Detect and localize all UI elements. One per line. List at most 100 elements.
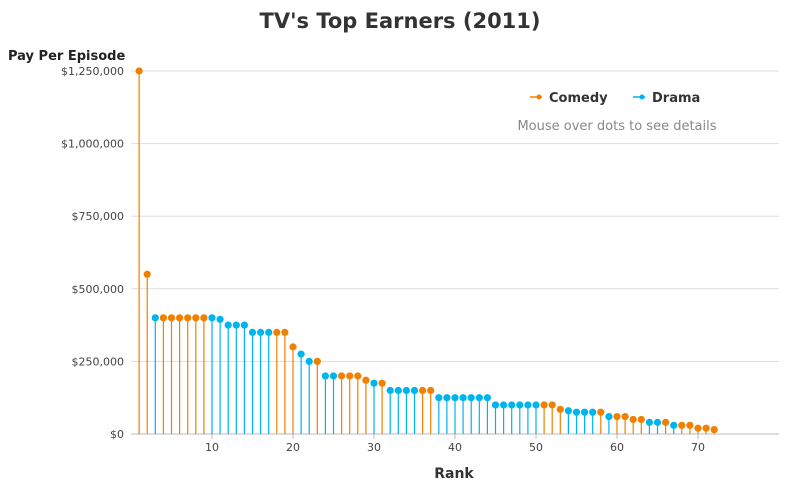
- data-point-comedy[interactable]: 58: 75000: [597, 408, 605, 416]
- data-point-drama[interactable]: 48: 100000: [516, 401, 524, 409]
- data-point-drama[interactable]: 65: 40000: [653, 418, 662, 426]
- data-point-drama[interactable]: 16: 350000: [257, 328, 265, 336]
- x-tick-label: 50: [529, 441, 543, 454]
- data-point-comedy[interactable]: 52: 100000: [548, 401, 556, 409]
- data-point-drama[interactable]: 44: 125000: [483, 394, 491, 402]
- legend[interactable]: Comedy Drama: [530, 91, 700, 106]
- legend-label-drama: Drama: [652, 91, 700, 106]
- data-point-drama[interactable]: 35: 150000: [410, 386, 419, 395]
- data-point-comedy[interactable]: 8: 400000: [192, 314, 200, 322]
- data-point-drama[interactable]: 42: 125000: [467, 394, 475, 402]
- data-point-drama[interactable]: 14: 375000: [240, 321, 248, 329]
- data-point-comedy[interactable]: 4: 400000: [159, 314, 167, 322]
- data-point-drama[interactable]: 11: 395000: [216, 315, 224, 323]
- data-point-drama[interactable]: 21: 275000: [297, 350, 305, 358]
- legend-item-drama[interactable]: Drama: [633, 91, 700, 106]
- data-point-comedy[interactable]: 63: 50000: [637, 415, 645, 424]
- data-point-comedy[interactable]: 68: 30000: [678, 421, 686, 429]
- data-point-drama[interactable]: 12: 375000: [224, 321, 232, 329]
- data-point-comedy[interactable]: 27: 200000: [346, 372, 354, 380]
- x-tick-labels: 10 20 30 40 50 60 70: [205, 434, 705, 454]
- legend-swatch-dot-drama: [639, 94, 645, 100]
- data-point-drama[interactable]: 40: 125000: [451, 394, 459, 402]
- data-point-comedy[interactable]: 51: 100000: [540, 401, 548, 409]
- data-point-drama[interactable]: 34: 150000: [402, 386, 410, 395]
- data-point-drama[interactable]: 15: 350000: [248, 328, 257, 336]
- data-point-drama[interactable]: 56: 75000: [581, 408, 589, 416]
- data-point-drama[interactable]: 25: 200000: [329, 372, 338, 380]
- data-point-drama[interactable]: 41: 125000: [459, 394, 467, 402]
- data-point-comedy[interactable]: 19: 350000: [281, 328, 289, 336]
- data-point-comedy[interactable]: 31: 175000: [378, 379, 386, 387]
- data-point-comedy[interactable]: 29: 185000: [362, 376, 370, 384]
- data-point-drama[interactable]: 57: 75000: [589, 408, 597, 416]
- data-point-comedy[interactable]: 60: 60000: [613, 412, 621, 421]
- data-point-comedy[interactable]: 26: 200000: [338, 372, 346, 380]
- y-tick-label: $1,250,000: [61, 65, 124, 78]
- data-point-drama[interactable]: 67: 30000: [670, 421, 678, 429]
- stems: [138, 71, 715, 434]
- x-tick-label: 20: [286, 441, 300, 454]
- hover-hint: Mouse over dots to see details: [517, 119, 716, 134]
- data-point-comedy[interactable]: 18: 350000: [273, 328, 281, 336]
- data-point-drama[interactable]: 13: 375000: [232, 321, 240, 329]
- data-point-drama[interactable]: 59: 60000: [605, 412, 613, 421]
- grid: [131, 70, 779, 362]
- data-point-comedy[interactable]: 23: 250000: [313, 357, 321, 365]
- y-tick-label: $1,000,000: [61, 138, 124, 151]
- chart-title: TV's Top Earners (2011): [260, 9, 541, 33]
- y-tick-label: $0: [110, 428, 124, 441]
- data-point-drama[interactable]: 17: 350000: [265, 328, 273, 336]
- data-point-drama[interactable]: 43: 125000: [475, 394, 483, 402]
- y-tick-label: $500,000: [72, 283, 125, 296]
- data-point-drama[interactable]: 10: 400000: [208, 314, 216, 322]
- data-point-drama[interactable]: 3: 400000: [151, 314, 159, 322]
- data-point-drama[interactable]: 54: 80000: [564, 407, 573, 415]
- data-point-comedy[interactable]: 20: 300000: [289, 343, 297, 351]
- data-point-drama[interactable]: 49: 100000: [524, 401, 532, 409]
- data-point-drama[interactable]: 22: 250000: [305, 357, 313, 365]
- data-point-comedy[interactable]: 9: 400000: [200, 314, 208, 322]
- legend-swatch-dot-comedy: [536, 94, 542, 100]
- data-point-drama[interactable]: 39: 125000: [443, 394, 451, 402]
- data-points[interactable]: 1: 1250000 2: 550000 4: 4000005: 4000006: …: [135, 67, 718, 434]
- y-tick-label: $250,000: [72, 355, 125, 368]
- x-axis-label: Rank: [434, 466, 474, 482]
- data-point-drama[interactable]: 47: 100000: [508, 401, 516, 409]
- x-tick-label: 40: [448, 441, 462, 454]
- data-point-comedy[interactable]: 6: 400000: [176, 314, 184, 322]
- data-point-drama[interactable]: 32: 150000: [386, 386, 394, 395]
- x-tick-label: 10: [205, 441, 219, 454]
- data-point-comedy[interactable]: 66: 40000: [662, 418, 670, 426]
- data-point-drama[interactable]: 30: 175000: [370, 379, 378, 387]
- y-axis-label: Pay Per Episode: [8, 49, 125, 64]
- data-point-drama[interactable]: 38: 125000: [435, 394, 443, 402]
- data-point-comedy[interactable]: 61: 60000: [621, 412, 629, 421]
- x-tick-label: 60: [610, 441, 624, 454]
- data-point-drama[interactable]: 45: 100000: [491, 401, 500, 409]
- data-point-comedy[interactable]: 71: 20000: [702, 424, 710, 432]
- data-point-comedy[interactable]: 36: 150000: [419, 386, 427, 395]
- data-point-comedy[interactable]: 2: 550000: [143, 270, 151, 278]
- data-point-drama[interactable]: 64: 40000: [645, 418, 654, 426]
- data-point-comedy[interactable]: 69: 30000: [686, 421, 694, 429]
- data-point-comedy[interactable]: 1: 1250000: [135, 67, 143, 75]
- data-point-comedy[interactable]: 70: 20000: [694, 424, 702, 432]
- data-point-comedy[interactable]: 5: 400000: [167, 314, 176, 322]
- data-point-comedy[interactable]: 28: 200000: [354, 372, 362, 380]
- data-point-comedy[interactable]: 37: 150000: [427, 386, 435, 395]
- data-point-drama[interactable]: 24: 200000: [321, 372, 329, 380]
- legend-label-comedy: Comedy: [549, 91, 608, 106]
- data-point-comedy[interactable]: 53: 85000: [556, 405, 564, 413]
- data-point-drama[interactable]: 55: 75000: [572, 408, 581, 416]
- data-point-drama[interactable]: 46: 100000: [500, 401, 508, 409]
- legend-item-comedy[interactable]: Comedy: [530, 91, 608, 106]
- data-point-comedy[interactable]: 72: 15000: [710, 426, 718, 434]
- data-point-comedy[interactable]: 7: 400000: [184, 314, 192, 322]
- data-point-drama[interactable]: 33: 150000: [394, 386, 402, 395]
- data-point-comedy[interactable]: 62: 50000: [629, 415, 637, 424]
- data-point-drama[interactable]: 50: 100000: [532, 401, 540, 409]
- y-tick-label: $750,000: [72, 210, 125, 223]
